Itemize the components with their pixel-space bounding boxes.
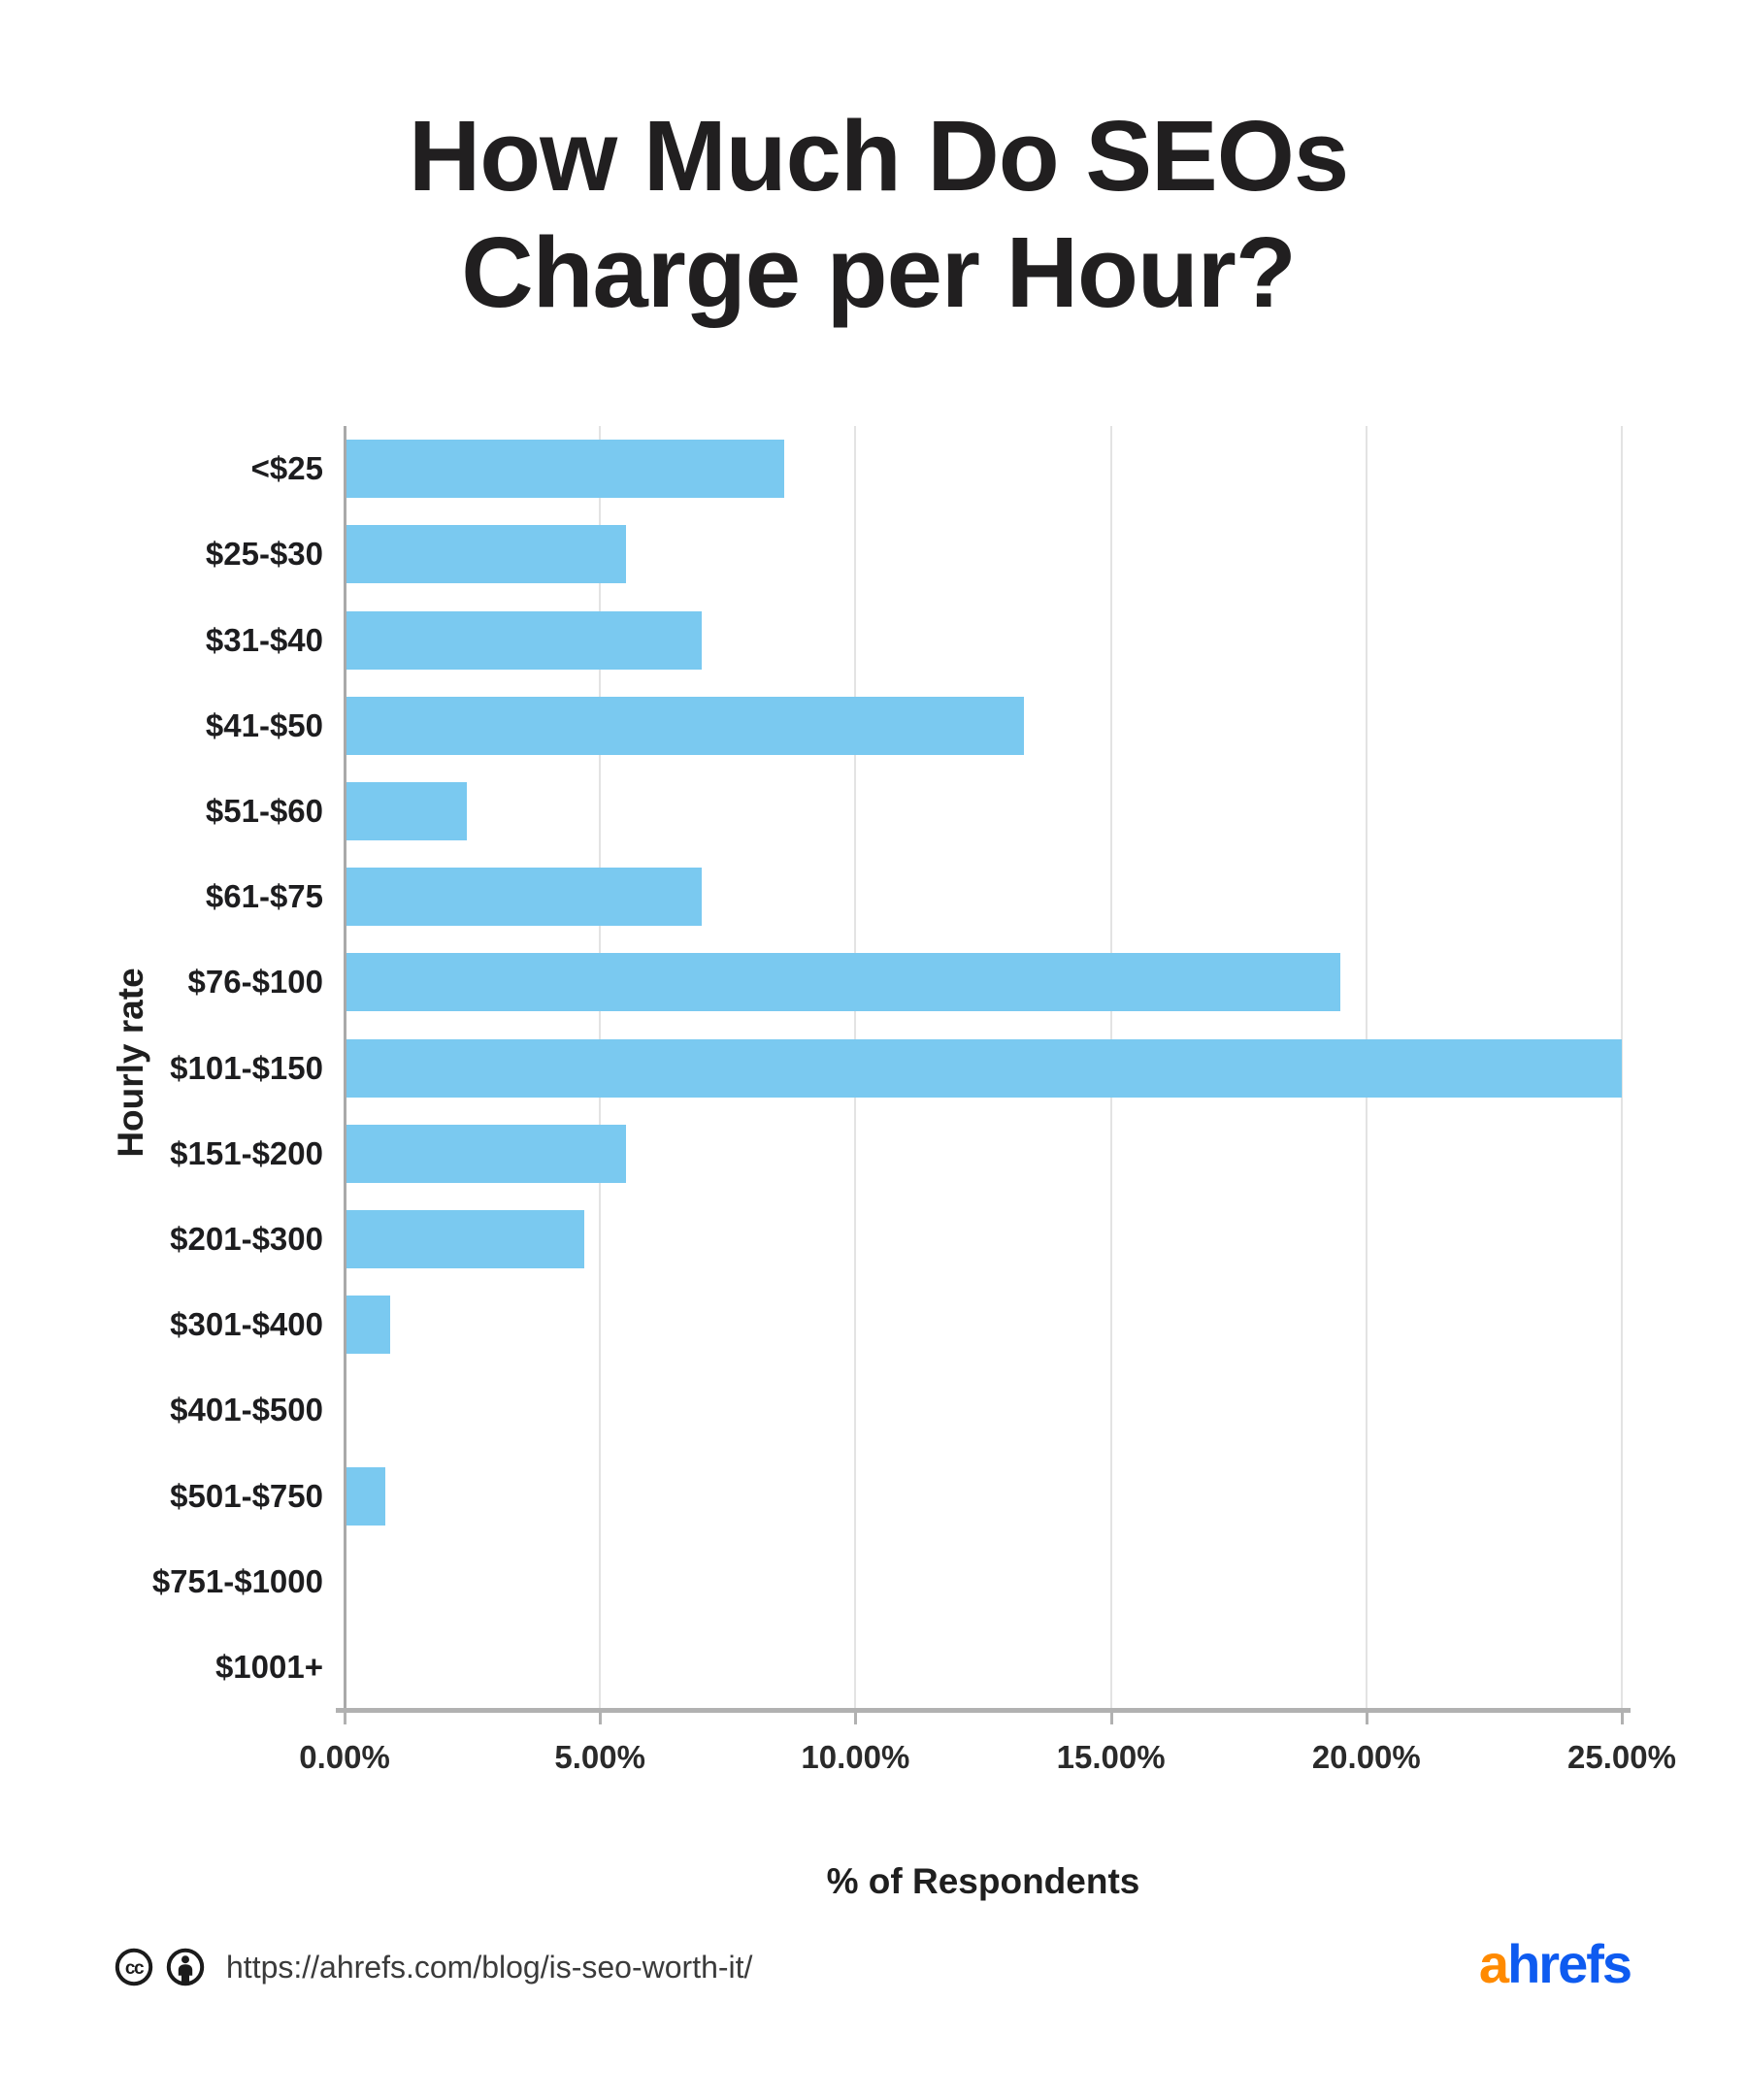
x-axis-title: % of Respondents xyxy=(826,1861,1140,1901)
chart-title: How Much Do SEOs Charge per Hour? xyxy=(0,98,1747,331)
category-label: <$25 xyxy=(250,450,323,487)
bar-41-50 xyxy=(345,696,1025,755)
bar-301-400 xyxy=(345,1296,391,1355)
category-label: $41-$50 xyxy=(205,706,323,743)
x-tick-label: 10.00% xyxy=(801,1739,910,1775)
x-axis-tick-25 xyxy=(1621,1711,1624,1724)
ahrefs-logo: ahrefs xyxy=(1478,1933,1632,1994)
bar-51-60 xyxy=(345,781,468,840)
source-url: https://ahrefs.com/blog/is-seo-worth-it/ xyxy=(226,1950,753,1985)
gridline-25 xyxy=(1621,426,1623,1710)
category-label: $1001+ xyxy=(214,1648,323,1685)
x-tick-label: 20.00% xyxy=(1311,1739,1421,1775)
bar-61-75 xyxy=(345,868,703,927)
x-tick-label: 15.00% xyxy=(1056,1739,1166,1775)
bar-25 xyxy=(345,440,784,499)
chart-title-line1: How Much Do SEOs xyxy=(408,100,1349,212)
bar-25-30 xyxy=(345,525,626,584)
svg-text:cc: cc xyxy=(125,1958,145,1979)
ahrefs-logo-hrefs: hrefs xyxy=(1507,1933,1632,1994)
x-axis-tick-15 xyxy=(1109,1711,1113,1724)
category-label: $151-$200 xyxy=(170,1134,323,1171)
x-tick-label: 0.00% xyxy=(299,1739,390,1775)
y-axis-line xyxy=(344,426,346,1710)
x-tick-label: 5.00% xyxy=(554,1739,645,1775)
category-label: $31-$40 xyxy=(205,621,323,658)
category-label: $61-$75 xyxy=(205,878,323,915)
ahrefs-logo-a: a xyxy=(1478,1933,1509,1994)
category-label: $76-$100 xyxy=(187,964,323,1001)
chart-title-line2: Charge per Hour? xyxy=(461,216,1297,328)
category-label: $25-$30 xyxy=(205,536,323,573)
x-axis-tick-10 xyxy=(854,1711,858,1724)
creative-commons-icon: cc xyxy=(115,1948,153,1986)
category-axis-labels: <$25 $25-$30 $31-$40 $41-$50 $51-$60 $61-$75 $… xyxy=(0,426,323,1710)
category-label: $401-$500 xyxy=(170,1392,323,1428)
category-label: $101-$150 xyxy=(170,1049,323,1086)
category-label: $201-$300 xyxy=(170,1220,323,1257)
attribution-icon xyxy=(166,1948,205,1986)
x-tick-label: 25.00% xyxy=(1567,1739,1676,1775)
bar-101-150 xyxy=(345,1038,1622,1098)
bar-201-300 xyxy=(345,1209,585,1268)
category-label: $301-$400 xyxy=(170,1306,323,1343)
x-axis-tick-20 xyxy=(1365,1711,1368,1724)
bar-151-200 xyxy=(345,1124,626,1183)
bar-31-40 xyxy=(345,610,703,670)
x-axis-line xyxy=(336,1708,1631,1713)
category-label: $501-$750 xyxy=(170,1477,323,1514)
x-axis-tick-5 xyxy=(599,1711,603,1724)
category-label: $751-$1000 xyxy=(151,1562,323,1599)
bar-76-100 xyxy=(345,953,1341,1012)
plot-area: 0.00% 5.00% 10.00% 15.00% 20.00% 25.00% xyxy=(299,426,1676,1775)
bar-501-750 xyxy=(345,1466,386,1526)
category-label: $51-$60 xyxy=(205,792,323,829)
x-axis-tick-0 xyxy=(344,1711,346,1724)
